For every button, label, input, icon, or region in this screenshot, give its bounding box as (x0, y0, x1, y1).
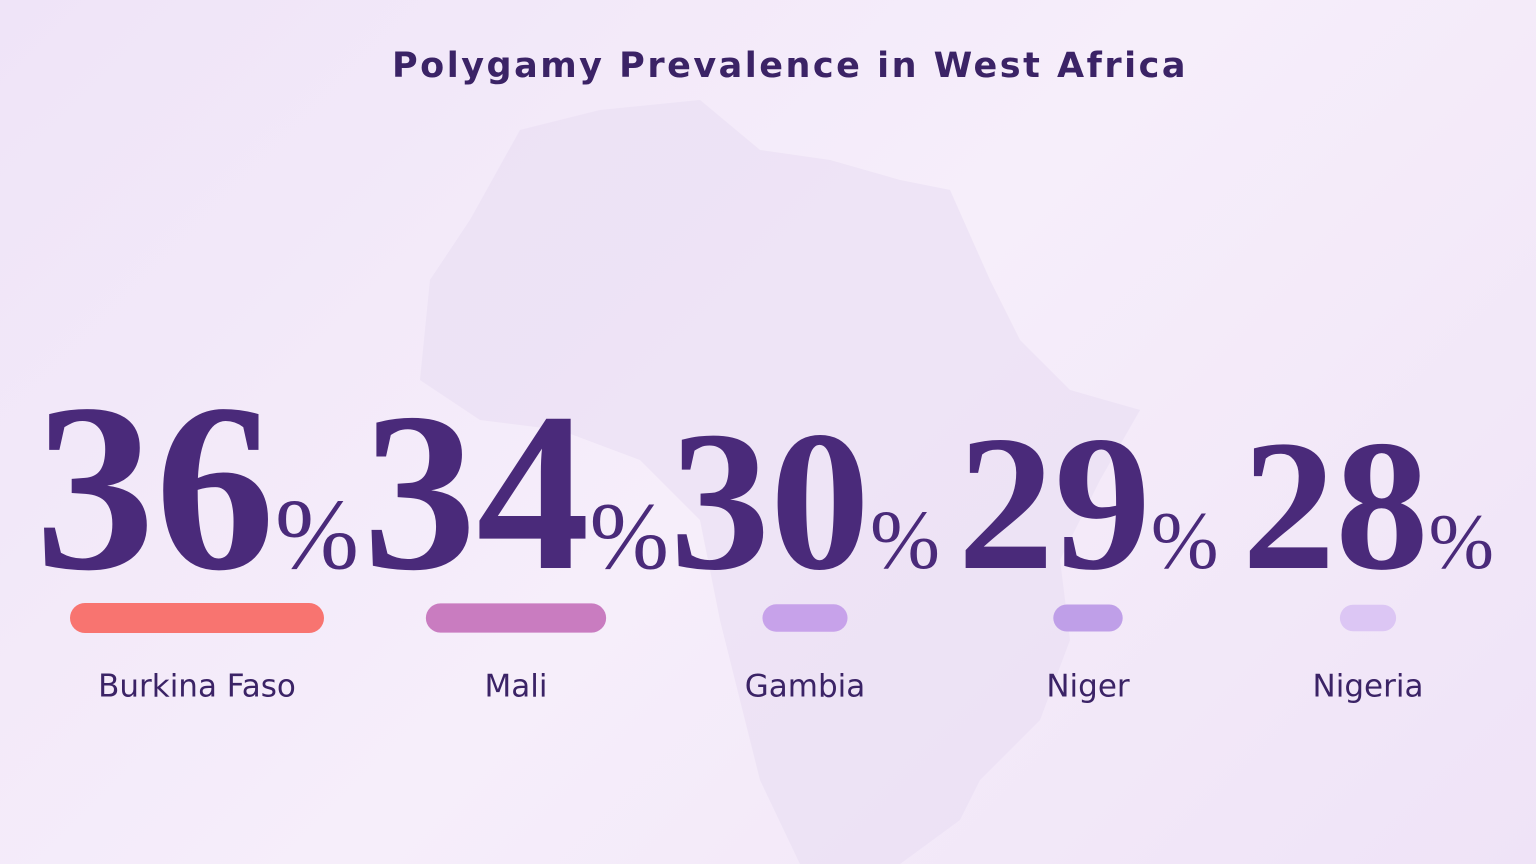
category-label: Mali (485, 669, 548, 705)
category-label: Burkina Faso (98, 669, 296, 705)
category-label: Niger (1046, 669, 1130, 705)
bar (425, 603, 607, 633)
value-label: 28% (1242, 403, 1494, 609)
bar (1053, 604, 1123, 632)
value-label: 36% (35, 354, 359, 620)
chart-title: Polygamy Prevalence in West Africa (392, 46, 1188, 86)
bar (1339, 604, 1397, 632)
category-label: Nigeria (1313, 669, 1424, 705)
category-label: Gambia (745, 669, 866, 705)
bar (762, 604, 848, 632)
value-label: 29% (958, 396, 1219, 610)
value-label: 34% (363, 367, 669, 618)
value-label: 30% (670, 391, 940, 612)
africa-map-background (420, 100, 1140, 864)
bar (70, 603, 324, 633)
